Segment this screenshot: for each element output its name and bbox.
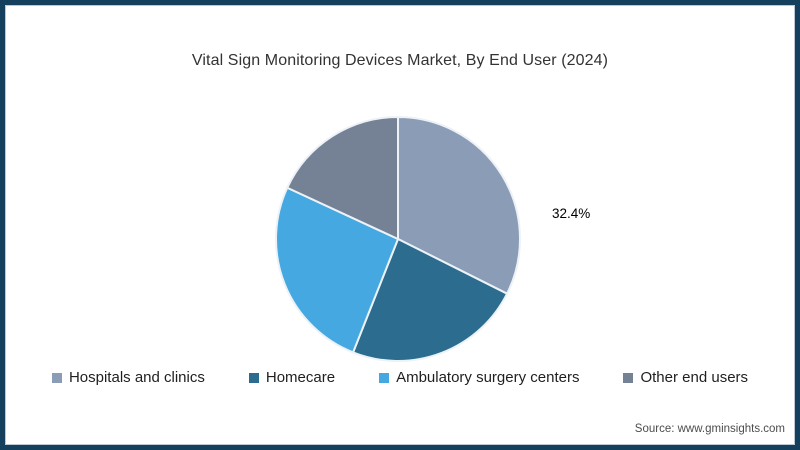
- legend-label: Hospitals and clinics: [68, 369, 205, 386]
- pie-slice-1[interactable]: [352, 238, 509, 362]
- pie-chart: [275, 116, 521, 362]
- legend-swatch-icon: [623, 372, 634, 383]
- pie-slice-2[interactable]: [275, 186, 399, 354]
- chart-title: Vital Sign Monitoring Devices Market, By…: [191, 52, 609, 69]
- legend-item-3[interactable]: Other end users: [623, 369, 748, 386]
- legend: Hospitals and clinics Homecare Ambulatory …: [5, 369, 795, 386]
- legend-label: Other end users: [640, 369, 749, 386]
- legend-swatch-icon: [248, 372, 259, 383]
- pie-slice-3[interactable]: [286, 116, 399, 240]
- legend-label: Homecare: [265, 369, 336, 386]
- legend-label: Ambulatory surgery centers: [396, 369, 580, 386]
- legend-swatch-icon: [379, 372, 390, 383]
- source-caption: Source: www.gminsights.com: [634, 423, 785, 435]
- pie-slice-0[interactable]: [397, 116, 521, 295]
- slice-value-label-hospitals: 32.4%: [552, 206, 591, 221]
- legend-item-1[interactable]: Homecare: [248, 369, 336, 386]
- legend-item-0[interactable]: Hospitals and clinics: [51, 369, 205, 386]
- legend-item-2[interactable]: Ambulatory surgery centers: [379, 369, 579, 386]
- legend-swatch-icon: [51, 372, 62, 383]
